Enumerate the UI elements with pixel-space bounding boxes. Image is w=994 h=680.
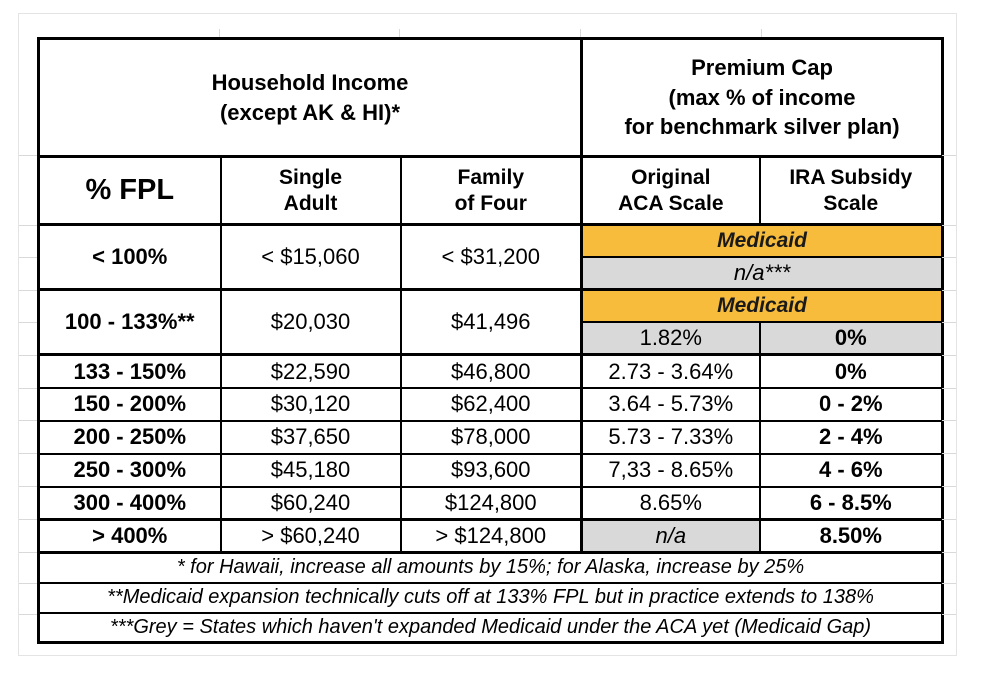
col-header-fpl: % FPL <box>37 155 222 226</box>
gridline-stub <box>942 155 956 156</box>
cell-aca-250-300: 7,33 - 8.65% <box>580 452 761 488</box>
cell-aca-200-250: 5.73 - 7.33% <box>580 419 761 455</box>
gridline-stub <box>942 225 956 226</box>
cell-ira-250-300: 4 - 6% <box>758 452 944 488</box>
gridline-stub <box>19 155 37 156</box>
gridline-stub <box>19 290 37 291</box>
cell-aca-133-150: 2.73 - 3.64% <box>580 353 761 389</box>
cell-family-300-400: $124,800 <box>399 485 583 521</box>
gridline-stub <box>19 486 37 487</box>
gridline-stub <box>19 388 37 389</box>
col-header-family-of-four: Family of Four <box>399 155 583 226</box>
gridline-stub <box>942 388 956 389</box>
gridline-stub <box>19 519 37 520</box>
cell-medicaid-100-133: Medicaid <box>580 288 944 323</box>
cell-aca-over-400: n/a <box>580 518 761 554</box>
gridline-stub <box>580 29 581 37</box>
col-header-single-adult: Single Adult <box>219 155 402 226</box>
col-header-original-aca-scale: Original ACA Scale <box>580 155 761 226</box>
cell-single-150-200: $30,120 <box>219 386 402 422</box>
footnote-hawaii-alaska: * for Hawaii, increase all amounts by 15… <box>37 551 944 584</box>
cell-ira-300-400: 6 - 8.5% <box>758 485 944 521</box>
gridline-stub <box>942 519 956 520</box>
cell-single-over-400: > $60,240 <box>219 518 402 554</box>
cell-ira-133-150: 0% <box>758 353 944 389</box>
gridline-stub <box>19 355 37 356</box>
cell-ira-100-133: 0% <box>758 320 944 356</box>
cell-fpl-300-400: 300 - 400% <box>37 485 222 521</box>
premium-cap-group-header: Premium Cap (max % of income for benchma… <box>580 37 944 158</box>
cell-single-200-250: $37,650 <box>219 419 402 455</box>
cell-fpl-over-400: > 400% <box>37 518 222 554</box>
cell-single-under-100: < $15,060 <box>219 223 402 291</box>
footnote-medicaid-gap: ***Grey = States which haven't expanded … <box>37 611 944 644</box>
gridline-stub <box>19 322 37 323</box>
cell-na-under-100: n/a*** <box>580 255 944 291</box>
fpl-subsidy-table: Household Income (except AK & HI)* Premi… <box>37 37 945 644</box>
cell-medicaid-under-100: Medicaid <box>580 223 944 258</box>
gridline-stub <box>942 420 956 421</box>
cell-family-250-300: $93,600 <box>399 452 583 488</box>
cell-fpl-250-300: 250 - 300% <box>37 452 222 488</box>
gridline-stub <box>19 420 37 421</box>
cell-family-under-100: < $31,200 <box>399 223 583 291</box>
gridline-stub <box>942 355 956 356</box>
gridline-stub <box>19 225 37 226</box>
cell-fpl-133-150: 133 - 150% <box>37 353 222 389</box>
gridline-stub <box>19 583 37 584</box>
cell-family-150-200: $62,400 <box>399 386 583 422</box>
cell-aca-300-400: 8.65% <box>580 485 761 521</box>
cell-single-300-400: $60,240 <box>219 485 402 521</box>
gridline-stub <box>19 552 37 553</box>
cell-ira-over-400: 8.50% <box>758 518 944 554</box>
cell-fpl-150-200: 150 - 200% <box>37 386 222 422</box>
cell-family-100-133: $41,496 <box>399 288 583 356</box>
cell-ira-200-250: 2 - 4% <box>758 419 944 455</box>
cell-family-200-250: $78,000 <box>399 419 583 455</box>
cell-fpl-under-100: < 100% <box>37 223 222 291</box>
cell-single-133-150: $22,590 <box>219 353 402 389</box>
footnote-medicaid-expansion: **Medicaid expansion technically cuts of… <box>37 581 944 614</box>
gridline-stub <box>942 583 956 584</box>
cell-family-over-400: > $124,800 <box>399 518 583 554</box>
cell-single-100-133: $20,030 <box>219 288 402 356</box>
gridline-stub <box>399 29 400 37</box>
gridline-stub <box>19 257 37 258</box>
cell-aca-100-133: 1.82% <box>580 320 761 356</box>
cell-ira-150-200: 0 - 2% <box>758 386 944 422</box>
household-income-group-header: Household Income (except AK & HI)* <box>37 37 583 158</box>
gridline-stub <box>942 453 956 454</box>
gridline-stub <box>942 322 956 323</box>
gridline-stub <box>942 290 956 291</box>
gridline-stub <box>19 614 37 615</box>
gridline-stub <box>942 614 956 615</box>
gridline-stub <box>19 453 37 454</box>
cell-single-250-300: $45,180 <box>219 452 402 488</box>
cell-fpl-200-250: 200 - 250% <box>37 419 222 455</box>
gridline-stub <box>942 257 956 258</box>
gridline-stub <box>761 29 762 37</box>
cell-fpl-100-133: 100 - 133%** <box>37 288 222 356</box>
cell-aca-150-200: 3.64 - 5.73% <box>580 386 761 422</box>
gridline-stub <box>219 29 220 37</box>
gridline-stub <box>942 552 956 553</box>
cell-family-133-150: $46,800 <box>399 353 583 389</box>
col-header-ira-subsidy-scale: IRA Subsidy Scale <box>758 155 944 226</box>
gridline-stub <box>942 486 956 487</box>
